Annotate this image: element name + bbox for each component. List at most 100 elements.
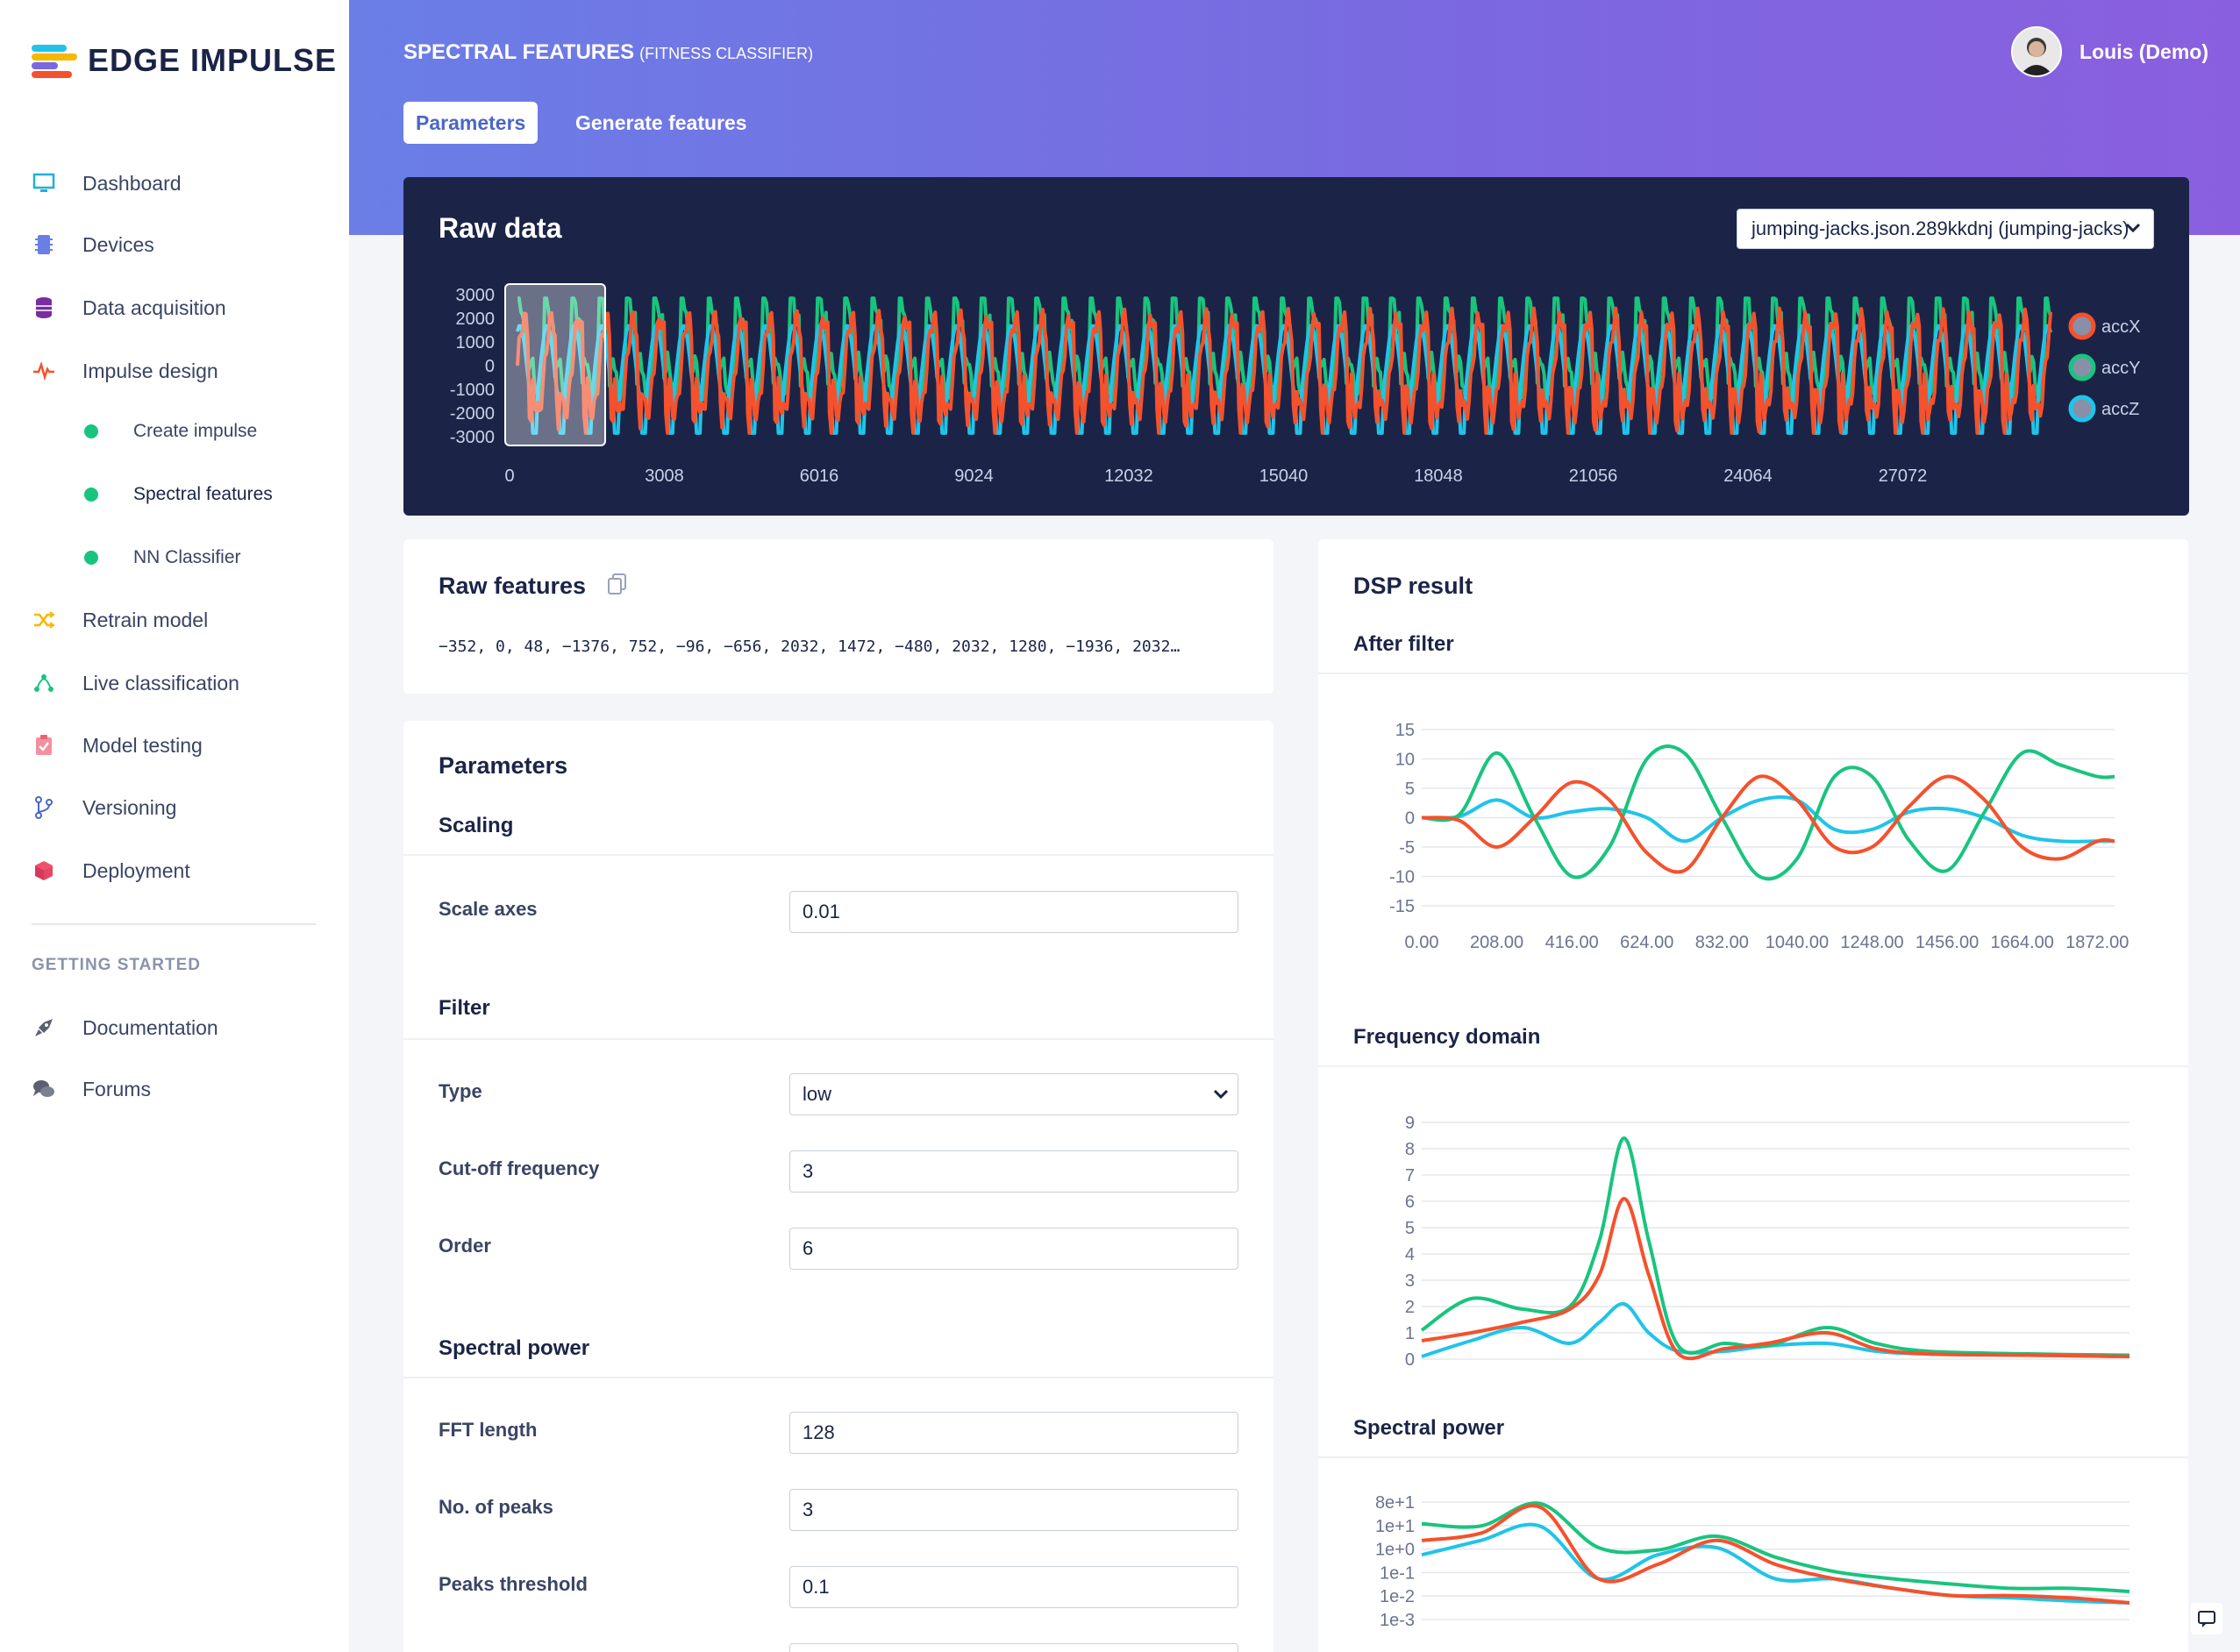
legend-label: accX (2101, 317, 2140, 337)
y-tick-label: 3 (1405, 1271, 1415, 1291)
sidebar-item-live-classification[interactable]: Live classification (32, 666, 239, 701)
y-tick-label: 8 (1405, 1140, 1415, 1159)
filter-type-select[interactable]: low (789, 1073, 1238, 1115)
x-tick-label: 416.00 (1545, 933, 1599, 952)
chat-bubbles-icon (32, 1077, 56, 1101)
sample-select[interactable]: jumping-jacks.json.289kkdnj (jumping-jac… (1737, 209, 2154, 249)
accy-series-line (1420, 1136, 2130, 1357)
x-tick-label: 1872.00 (2065, 933, 2129, 952)
fft-length-input[interactable]: 128 (789, 1412, 1238, 1454)
chevron-down-icon (1211, 1085, 1231, 1109)
x-tick-label: 832.00 (1695, 933, 1749, 952)
section-scaling: Scaling (439, 814, 514, 837)
x-tick-label: 21056 (1569, 466, 1618, 486)
y-tick-label: 2 (1405, 1298, 1415, 1317)
accx-series-line (516, 306, 2053, 435)
y-tick-label: 10 (1395, 751, 1415, 770)
section-divider (403, 1038, 1273, 1040)
sidebar-item-devices[interactable]: Devices (32, 227, 154, 262)
sidebar-item-versioning[interactable]: Versioning (32, 790, 176, 825)
shuffle-icon (32, 608, 56, 632)
dsp-result-title: DSP result (1353, 573, 1473, 599)
sample-select-value: jumping-jacks.json.289kkdnj (jumping-jac… (1751, 217, 2129, 239)
chip-icon (32, 232, 56, 257)
y-tick-label: 0 (1405, 1350, 1415, 1370)
sidebar-subitem-create-impulse[interactable]: Create impulse (84, 416, 257, 447)
sidebar-subitem-nn-classifier[interactable]: NN Classifier (84, 542, 241, 573)
x-tick-label: 6016 (800, 466, 839, 486)
sidebar-subitem-label: Create impulse (133, 421, 258, 441)
x-tick-label: 24064 (1723, 466, 1773, 486)
x-tick-label: 208.00 (1470, 933, 1523, 952)
sidebar-item-label: Devices (82, 232, 154, 256)
parameters-title: Parameters (439, 752, 568, 779)
after-filter-title: After filter (1353, 632, 1454, 656)
y-tick-label: 5 (1405, 780, 1415, 799)
cutoff-frequency-input[interactable]: 3 (789, 1150, 1238, 1193)
x-tick-label: 15040 (1259, 466, 1309, 486)
page-subtitle: (FITNESS CLASSIFIER) (639, 45, 814, 62)
legend-marker (2068, 395, 2096, 423)
section-filter: Filter (439, 996, 490, 1020)
x-tick-label: 9024 (954, 466, 994, 486)
section-divider (403, 854, 1273, 856)
y-tick-label: -2000 (450, 404, 495, 424)
scale-axes-input[interactable]: 0.01 (789, 891, 1238, 933)
sidebar-item-documentation[interactable]: Documentation (32, 1010, 218, 1045)
y-tick-label: 1e+0 (1375, 1541, 1415, 1560)
x-tick-label: 1040.00 (1766, 933, 1829, 952)
accz-series-line (1421, 795, 2115, 844)
branch-icon (32, 795, 56, 820)
accz-series-line (1421, 1301, 2130, 1358)
cutoff-frequency-label: Cut-off frequency (439, 1157, 600, 1179)
y-tick-label: 1e+1 (1375, 1517, 1415, 1536)
sidebar-item-impulse-design[interactable]: Impulse design (32, 353, 218, 388)
frequency-domain-title: Frequency domain (1353, 1025, 1541, 1049)
sidebar-item-label: Retrain model (82, 608, 209, 631)
user-menu[interactable]: Louis (Demo) (2011, 26, 2208, 77)
tab-parameters[interactable]: Parameters (403, 102, 539, 144)
logo[interactable]: EDGE IMPULSE (32, 42, 337, 79)
sidebar-item-forums[interactable]: Forums (32, 1072, 151, 1107)
x-tick-label: 1456.00 (1915, 933, 1979, 952)
y-tick-label: 0 (485, 357, 495, 376)
sidebar-item-label: Model testing (82, 733, 203, 757)
sidebar-item-deployment[interactable]: Deployment (32, 853, 190, 888)
raw-features-title: Raw features (439, 573, 628, 602)
raw-features-card: Raw features −352, 0, 48, −1376, 752, −9… (403, 539, 1273, 694)
peaks-threshold-label: Peaks threshold (439, 1573, 588, 1595)
filter-type-value: low (803, 1083, 832, 1105)
num-peaks-label: No. of peaks (439, 1496, 553, 1518)
section-spectral-power: Spectral power (439, 1336, 590, 1360)
section-divider (1318, 673, 2188, 674)
frequency-domain-chart: 98765432100.001.022.053.074.105.126.157.… (1405, 1114, 2130, 1370)
rocket-icon (32, 1015, 56, 1040)
accy-series-line (1421, 1501, 2130, 1593)
accz-series-line (1421, 1522, 2130, 1605)
spectral-power-title: Spectral power (1353, 1416, 1505, 1440)
y-tick-label: 0 (1405, 809, 1415, 829)
cube-icon (32, 858, 56, 883)
network-icon (32, 671, 56, 695)
sidebar-subitem-spectral-features[interactable]: Spectral features (84, 479, 273, 510)
raw-data-chart[interactable]: 3000 2000 1000 0 -1000 -2000 -3000 0 3008 6016 902… (403, 177, 2189, 516)
next-parameter-input[interactable] (789, 1643, 1238, 1652)
y-tick-label: 1e-3 (1380, 1611, 1415, 1630)
sidebar-item-model-testing[interactable]: Model testing (32, 728, 203, 763)
legend-label: accZ (2101, 400, 2139, 419)
y-tick-label: 1 (1405, 1324, 1415, 1343)
parameters-card: Parameters Scaling Scale axes 0.01 Filte… (403, 721, 1273, 1652)
sidebar-item-label: Versioning (82, 795, 177, 819)
sidebar-item-dashboard[interactable]: Dashboard (32, 166, 182, 201)
sidebar-item-retrain-model[interactable]: Retrain model (32, 602, 208, 637)
num-peaks-input[interactable]: 3 (789, 1489, 1238, 1531)
feedback-icon[interactable] (2191, 1603, 2222, 1634)
user-name: Louis (Demo) (2079, 39, 2208, 63)
copy-icon[interactable] (607, 573, 628, 602)
filter-type-label: Type (439, 1080, 482, 1102)
sidebar-subitem-label: Spectral features (133, 484, 273, 504)
order-input[interactable]: 6 (789, 1228, 1238, 1270)
sidebar-item-data-acquisition[interactable]: Data acquisition (32, 290, 226, 325)
tab-generate-features[interactable]: Generate features (575, 110, 747, 134)
peaks-threshold-input[interactable]: 0.1 (789, 1566, 1238, 1608)
